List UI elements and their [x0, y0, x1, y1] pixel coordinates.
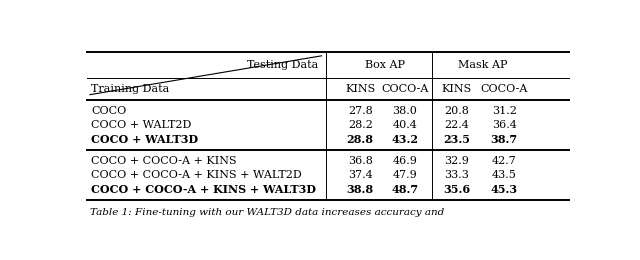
- Text: 20.8: 20.8: [445, 106, 469, 116]
- Text: 27.8: 27.8: [348, 106, 372, 116]
- Text: 38.8: 38.8: [347, 184, 374, 195]
- Text: 48.7: 48.7: [391, 184, 419, 195]
- Text: 36.8: 36.8: [348, 156, 372, 166]
- Text: COCO-A: COCO-A: [381, 84, 429, 94]
- Text: 40.4: 40.4: [392, 120, 417, 130]
- Text: Training Data: Training Data: [92, 84, 170, 94]
- Text: KINS: KINS: [442, 84, 472, 94]
- Text: 35.6: 35.6: [444, 184, 470, 195]
- Text: 46.9: 46.9: [392, 156, 417, 166]
- Text: 28.8: 28.8: [347, 134, 374, 145]
- Text: 22.4: 22.4: [445, 120, 469, 130]
- Text: KINS: KINS: [345, 84, 376, 94]
- Text: 23.5: 23.5: [444, 134, 470, 145]
- Text: Mask AP: Mask AP: [458, 60, 508, 70]
- Text: 42.7: 42.7: [492, 156, 516, 166]
- Text: Table 1: Fine-tuning with our WALT3D data increases accuracy and: Table 1: Fine-tuning with our WALT3D dat…: [90, 208, 444, 217]
- Text: Box AP: Box AP: [365, 60, 405, 70]
- Text: COCO-A: COCO-A: [481, 84, 528, 94]
- Text: COCO + COCO-A + KINS + WALT3D: COCO + COCO-A + KINS + WALT3D: [92, 184, 316, 195]
- Text: 36.4: 36.4: [492, 120, 516, 130]
- Text: COCO + WALT2D: COCO + WALT2D: [92, 120, 192, 130]
- Text: COCO + COCO-A + KINS: COCO + COCO-A + KINS: [92, 156, 237, 166]
- Text: 47.9: 47.9: [392, 170, 417, 180]
- Text: COCO: COCO: [92, 106, 127, 116]
- Text: Testing Data: Testing Data: [247, 60, 318, 70]
- Text: 43.2: 43.2: [392, 134, 419, 145]
- Text: 33.3: 33.3: [445, 170, 469, 180]
- Text: 31.2: 31.2: [492, 106, 516, 116]
- Text: 37.4: 37.4: [348, 170, 372, 180]
- Text: 38.7: 38.7: [490, 134, 518, 145]
- Text: 45.3: 45.3: [490, 184, 518, 195]
- Text: COCO + WALT3D: COCO + WALT3D: [92, 134, 198, 145]
- Text: COCO + COCO-A + KINS + WALT2D: COCO + COCO-A + KINS + WALT2D: [92, 170, 302, 180]
- Text: 43.5: 43.5: [492, 170, 516, 180]
- Text: 32.9: 32.9: [445, 156, 469, 166]
- Text: 28.2: 28.2: [348, 120, 372, 130]
- Text: 38.0: 38.0: [392, 106, 417, 116]
